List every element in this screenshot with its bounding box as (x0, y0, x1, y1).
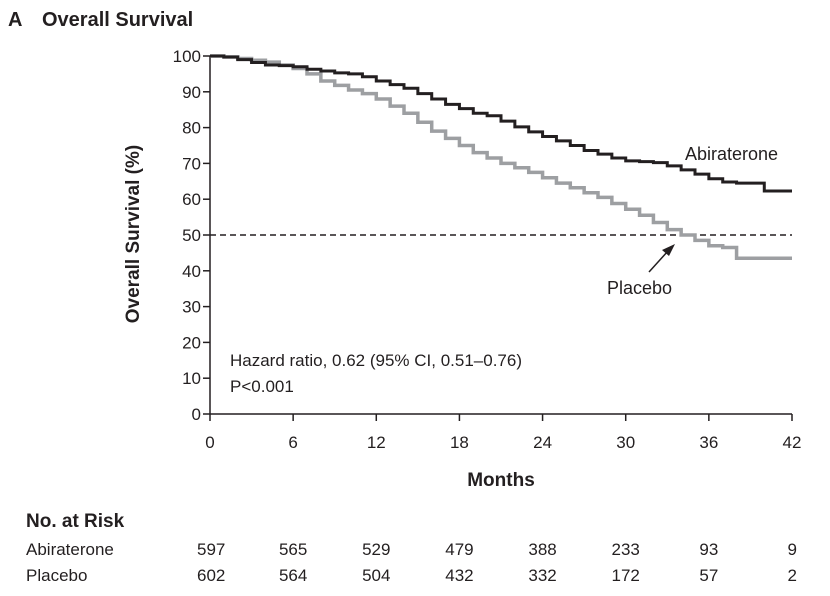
risk-cell: 565 (279, 540, 307, 559)
y-ticks: 0 10 20 30 40 50 60 70 80 90 100 (173, 47, 210, 424)
risk-cell: 57 (699, 566, 718, 585)
risk-cell: 602 (197, 566, 225, 585)
hazard-ratio-annotation: Hazard ratio, 0.62 (95% CI, 0.51–0.76) (230, 351, 522, 370)
x-tick-label: 0 (205, 433, 214, 452)
x-tick-label: 18 (450, 433, 469, 452)
placebo-series-label: Placebo (607, 278, 672, 298)
risk-row-label: Abiraterone (26, 540, 114, 559)
y-tick-label: 70 (182, 154, 201, 173)
y-axis-title: Overall Survival (%) (123, 145, 144, 323)
risk-cell: 432 (445, 566, 473, 585)
x-tick-label: 12 (367, 433, 386, 452)
plot-area: 0 10 20 30 40 50 60 70 80 90 100 0 6 12 18 24 30 36 42 (173, 47, 802, 452)
y-tick-label: 80 (182, 119, 201, 138)
placebo-median-arrow (648, 244, 675, 273)
y-tick-label: 20 (182, 333, 201, 352)
risk-cell: 2 (788, 566, 797, 585)
risk-table-header: No. at Risk (26, 511, 125, 532)
x-axis-title: Months (467, 470, 535, 491)
risk-cell: 93 (699, 540, 718, 559)
y-tick-label: 30 (182, 298, 201, 317)
risk-cell: 479 (445, 540, 473, 559)
y-tick-label: 0 (192, 405, 201, 424)
y-tick-label: 90 (182, 83, 201, 102)
x-tick-label: 36 (699, 433, 718, 452)
y-tick-label: 50 (182, 226, 201, 245)
risk-table: No. at Risk Abiraterone 597 565 529 479 388 23… (26, 511, 797, 585)
risk-cell: 597 (197, 540, 225, 559)
y-tick-label: 40 (182, 262, 201, 281)
y-tick-label: 10 (182, 369, 201, 388)
risk-row-label: Placebo (26, 566, 87, 585)
risk-cell: 172 (612, 566, 640, 585)
risk-cell: 9 (788, 540, 797, 559)
p-value-annotation: P<0.001 (230, 377, 294, 396)
risk-cell: 529 (362, 540, 390, 559)
panel-title: Overall Survival (42, 9, 193, 31)
y-tick-label: 100 (173, 47, 201, 66)
abiraterone-series-label: Abiraterone (685, 144, 778, 164)
x-tick-label: 30 (616, 433, 635, 452)
risk-cell: 564 (279, 566, 307, 585)
x-tick-label: 42 (783, 433, 802, 452)
risk-cell: 504 (362, 566, 390, 585)
y-tick-label: 60 (182, 190, 201, 209)
risk-cell: 233 (612, 540, 640, 559)
x-ticks: 0 6 12 18 24 30 36 42 (205, 414, 801, 452)
abiraterone-survival-curve (210, 54, 792, 193)
risk-cell: 388 (528, 540, 556, 559)
x-tick-label: 24 (533, 433, 552, 452)
risk-cell: 332 (528, 566, 556, 585)
x-tick-label: 6 (288, 433, 297, 452)
panel-letter: A (8, 9, 22, 31)
